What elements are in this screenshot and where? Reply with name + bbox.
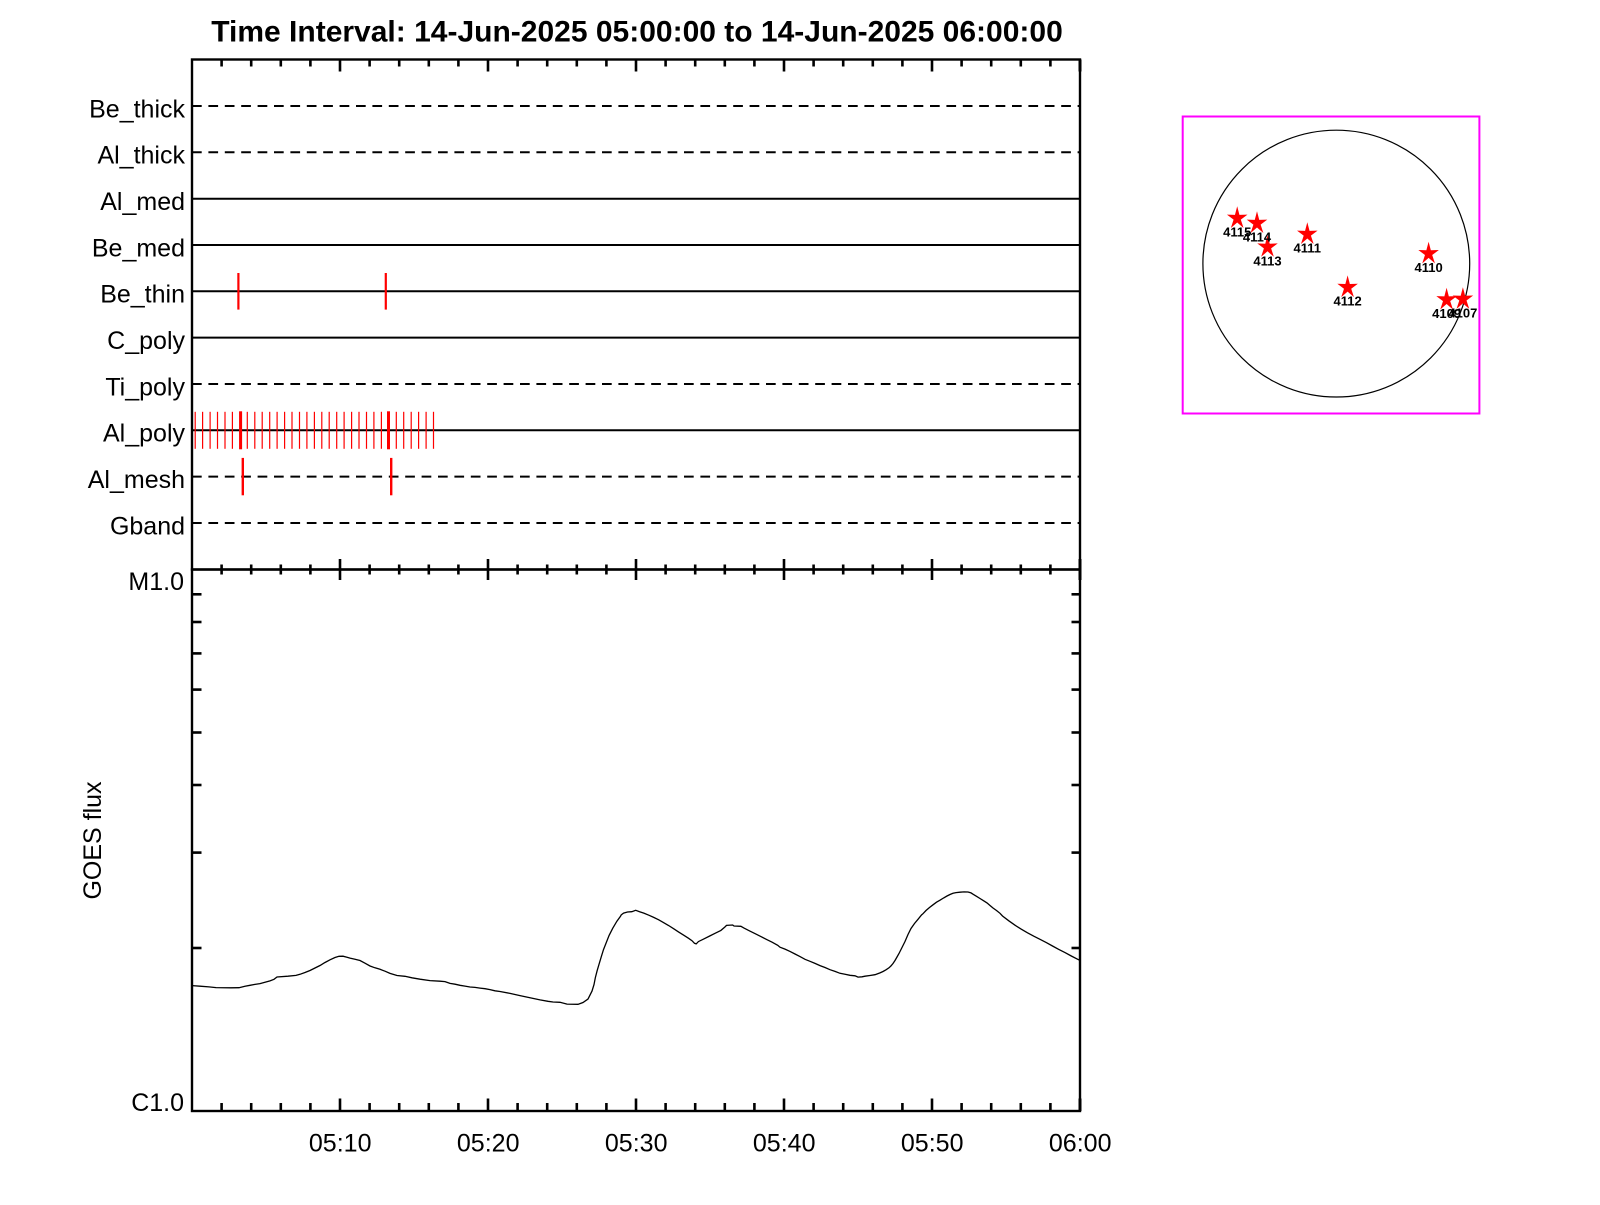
svg-text:Gband: Gband bbox=[110, 512, 185, 540]
svg-text:4109: 4109 bbox=[1432, 306, 1461, 321]
svg-text:4113: 4113 bbox=[1253, 253, 1281, 268]
svg-text:05:30: 05:30 bbox=[605, 1129, 668, 1157]
svg-text:4107: 4107 bbox=[1448, 305, 1477, 320]
svg-text:06:00: 06:00 bbox=[1049, 1129, 1112, 1157]
svg-text:05:10: 05:10 bbox=[309, 1129, 372, 1157]
svg-text:Be_med: Be_med bbox=[92, 234, 185, 262]
svg-text:4112: 4112 bbox=[1333, 294, 1361, 309]
svg-text:Be_thick: Be_thick bbox=[89, 95, 185, 123]
svg-text:Al_med: Al_med bbox=[100, 188, 185, 216]
svg-text:GOES flux: GOES flux bbox=[79, 781, 107, 900]
svg-text:Be_thin: Be_thin bbox=[100, 281, 185, 309]
svg-text:Al_thick: Al_thick bbox=[97, 142, 185, 170]
svg-text:Al_mesh: Al_mesh bbox=[88, 466, 185, 494]
svg-text:05:20: 05:20 bbox=[457, 1129, 520, 1157]
svg-text:4110: 4110 bbox=[1414, 260, 1442, 275]
svg-text:Al_poly: Al_poly bbox=[103, 420, 185, 448]
svg-text:4114: 4114 bbox=[1243, 230, 1272, 245]
svg-text:M1.0: M1.0 bbox=[128, 568, 184, 596]
svg-text:Ti_poly: Ti_poly bbox=[105, 373, 185, 401]
svg-text:4111: 4111 bbox=[1294, 241, 1322, 256]
svg-text:05:50: 05:50 bbox=[901, 1129, 964, 1157]
svg-text:C_poly: C_poly bbox=[107, 327, 185, 355]
svg-text:05:40: 05:40 bbox=[753, 1129, 816, 1157]
svg-text:Time Interval: 14-Jun-2025 05:: Time Interval: 14-Jun-2025 05:00:00 to 1… bbox=[211, 15, 1063, 48]
svg-text:C1.0: C1.0 bbox=[131, 1089, 184, 1117]
svg-text:4115: 4115 bbox=[1223, 225, 1251, 240]
